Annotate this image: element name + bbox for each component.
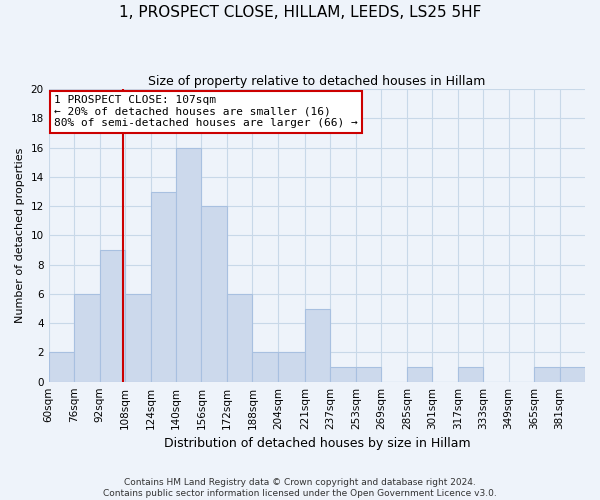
Title: Size of property relative to detached houses in Hillam: Size of property relative to detached ho… <box>148 75 485 88</box>
Text: 1, PROSPECT CLOSE, HILLAM, LEEDS, LS25 5HF: 1, PROSPECT CLOSE, HILLAM, LEEDS, LS25 5… <box>119 5 481 20</box>
Bar <box>49 352 74 382</box>
Bar <box>534 367 560 382</box>
Bar <box>407 367 432 382</box>
Bar <box>356 367 381 382</box>
Bar <box>151 192 176 382</box>
Text: 1 PROSPECT CLOSE: 107sqm
← 20% of detached houses are smaller (16)
80% of semi-d: 1 PROSPECT CLOSE: 107sqm ← 20% of detach… <box>54 95 358 128</box>
Bar <box>253 352 278 382</box>
Bar <box>202 206 227 382</box>
Y-axis label: Number of detached properties: Number of detached properties <box>15 148 25 323</box>
Bar <box>227 294 253 382</box>
Bar <box>560 367 585 382</box>
X-axis label: Distribution of detached houses by size in Hillam: Distribution of detached houses by size … <box>164 437 470 450</box>
Text: Contains HM Land Registry data © Crown copyright and database right 2024.
Contai: Contains HM Land Registry data © Crown c… <box>103 478 497 498</box>
Bar <box>278 352 305 382</box>
Bar <box>176 148 202 382</box>
Bar <box>100 250 125 382</box>
Bar <box>74 294 100 382</box>
Bar <box>305 308 331 382</box>
Bar <box>125 294 151 382</box>
Bar <box>458 367 483 382</box>
Bar <box>331 367 356 382</box>
